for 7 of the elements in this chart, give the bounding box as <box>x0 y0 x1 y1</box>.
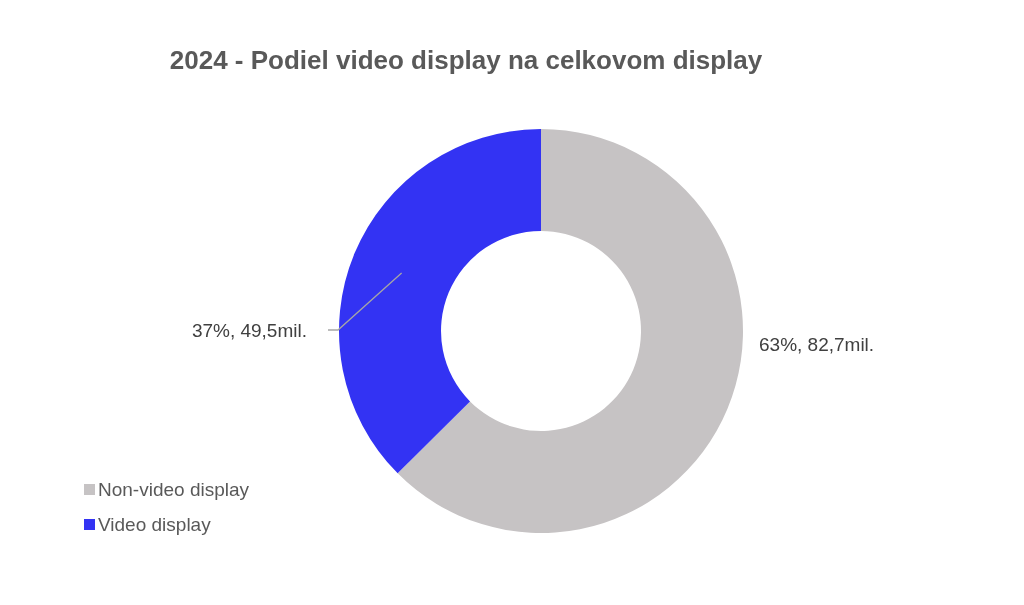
data-label: 63%, 82,7mil. <box>759 333 875 355</box>
legend-label: Video display <box>98 513 212 535</box>
legend-label: Non-video display <box>98 478 250 500</box>
donut-slice <box>339 129 541 474</box>
donut-slice <box>397 129 743 533</box>
chart-title: 2024 - Podiel video display na celkovom display <box>169 45 763 76</box>
data-label: 37%, 49,5mil. <box>191 319 307 341</box>
